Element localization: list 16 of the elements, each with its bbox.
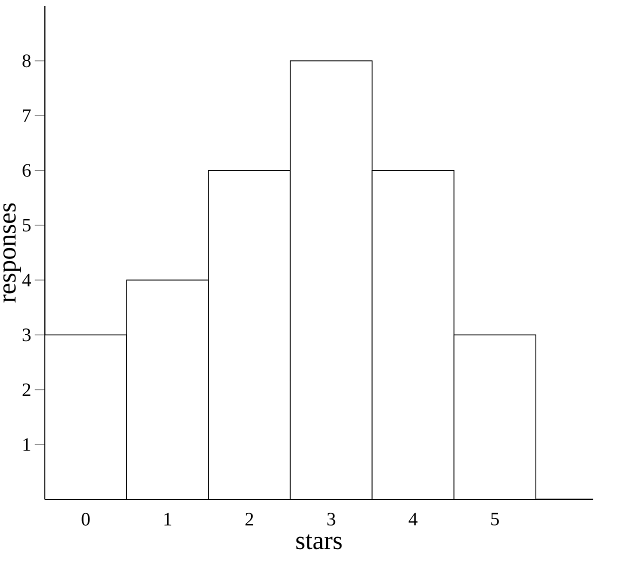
y-tick-label: 8 xyxy=(22,54,31,68)
x-tick-label: 1 xyxy=(164,512,172,526)
y-tick-label: 2 xyxy=(22,383,30,396)
y-tick-label: 7 xyxy=(23,109,31,122)
y-tick-label: 4 xyxy=(22,274,32,286)
x-tick-label: 3 xyxy=(327,512,336,526)
x-tick-label: 5 xyxy=(491,512,499,526)
y-tick-label: 3 xyxy=(22,328,31,342)
y-tick-label: 5 xyxy=(22,218,31,232)
x-axis-title: stars xyxy=(296,534,342,550)
x-tick-label: 0 xyxy=(82,512,90,526)
x-tick-label: 4 xyxy=(408,512,418,526)
y-tick-label: 1 xyxy=(24,438,30,451)
y-tick-label: 6 xyxy=(22,164,31,177)
x-tick-label: 2 xyxy=(245,512,254,526)
y-axis-title: responses xyxy=(3,203,22,302)
